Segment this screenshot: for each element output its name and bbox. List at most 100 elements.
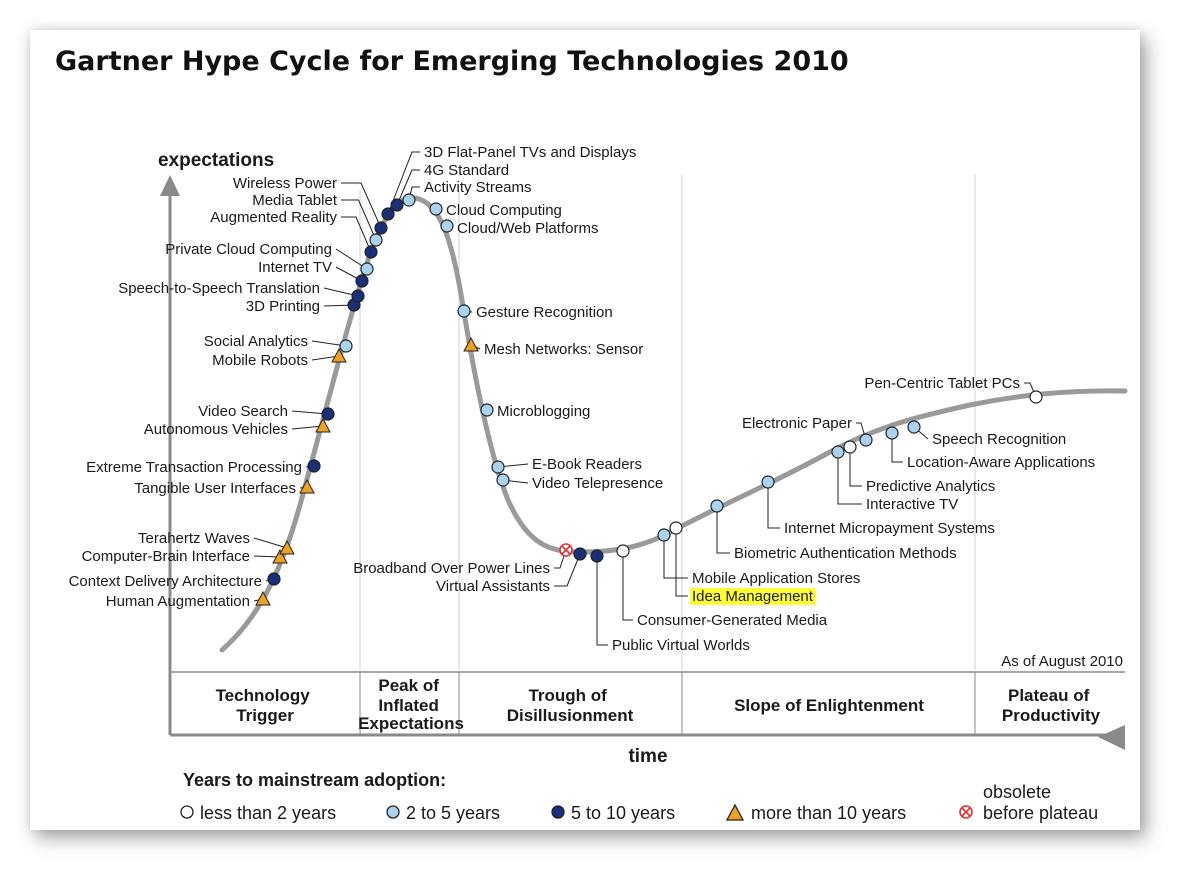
tech-4g-standard: 4G Standard	[390, 162, 509, 212]
legend-title: Years to mainstream adoption:	[183, 770, 446, 790]
marker-5to10	[351, 289, 365, 303]
tech-electronic-paper: Electronic Paper	[742, 415, 873, 447]
marker-5to10	[355, 274, 369, 288]
leader-line	[291, 425, 324, 430]
tech-label: Pen-Centric Tablet PCs	[864, 375, 1020, 392]
tech-gesture-recognition: Gesture Recognition	[457, 304, 613, 321]
tech-e-book-readers: E-Book Readers	[491, 456, 642, 474]
marker-2to5	[429, 202, 443, 216]
marker-2to5	[440, 219, 454, 233]
tech-virtual-assistants: Virtual Assistants	[436, 547, 587, 595]
tech-label: Electronic Paper	[742, 415, 852, 432]
phase-technology-trigger: Technology Trigger	[216, 686, 315, 725]
hype-curve	[219, 195, 1128, 653]
marker-more-than-10-years	[272, 548, 288, 564]
tech-label: Private Cloud Computing	[165, 241, 332, 258]
tech-label: Augmented Reality	[210, 209, 337, 226]
tech-computer-brain-interface: Computer-Brain Interface	[82, 548, 288, 565]
leader-line	[341, 199, 377, 241]
marker-2to5	[859, 433, 873, 447]
tech-media-tablet: Media Tablet	[252, 192, 383, 247]
tech-label: Mesh Networks: Sensor	[484, 341, 643, 358]
tech-label: Broadband Over Power Lines	[353, 560, 550, 577]
tech-label: 4G Standard	[424, 162, 509, 179]
marker-more-than-10-years	[315, 417, 331, 433]
phase-peak-of-inflated-expectations: Peak of Inflated Expectations	[358, 676, 464, 733]
tech-label: Tangible User Interfaces	[134, 480, 296, 497]
marker-5to10	[267, 572, 281, 586]
leader-line	[341, 216, 372, 253]
tech-label: Internet Micropayment Systems	[784, 520, 995, 537]
tech-label: Internet TV	[258, 259, 332, 276]
marker-2to5	[496, 473, 510, 487]
tech-mobile-robots: Mobile Robots	[212, 347, 347, 369]
marker-5to10	[374, 221, 388, 235]
tech-speech-to-speech-translation: Speech-to-Speech Translation	[118, 280, 365, 303]
leader-line	[675, 528, 688, 597]
tech-label: Human Augmentation	[106, 593, 250, 610]
as-of-date: As of August 2010	[1001, 653, 1123, 670]
marker-2to5	[369, 233, 383, 247]
marker-lt2	[669, 521, 683, 535]
marker-2to5	[761, 475, 775, 489]
tech-label: Computer-Brain Interface	[82, 548, 250, 565]
legend-marker-5to10	[551, 805, 565, 819]
marker-2to5	[710, 499, 724, 513]
marker-2to5	[360, 262, 374, 276]
tech-cloud-computing: Cloud Computing	[429, 202, 562, 219]
leader-line	[253, 555, 281, 558]
marker-2to5	[907, 420, 921, 434]
leader-line	[253, 537, 288, 549]
tech-autonomous-vehicles: Autonomous Vehicles	[144, 417, 331, 438]
leader-line	[387, 151, 420, 215]
highlight	[690, 588, 816, 605]
tech-public-virtual-worlds: Public Virtual Worlds	[590, 549, 750, 654]
tech-label: Microblogging	[497, 403, 590, 420]
tech-label: Context Delivery Architecture	[69, 573, 262, 590]
legend-label-5to10: 5 to 10 years	[571, 803, 675, 823]
legend: less than 2 years 2 to 5 years 5 to 10 y…	[180, 782, 1098, 823]
tech-consumer-generated-media: Consumer-Generated Media	[616, 544, 828, 629]
marker-more-than-10-years	[463, 336, 479, 352]
tech-label: Video Telepresence	[532, 475, 663, 492]
marker-more-than-10-years	[331, 347, 347, 363]
marker-5to10	[321, 407, 335, 421]
marker-2to5	[457, 304, 471, 318]
leader-line	[554, 553, 581, 587]
phase-trough-of-disillusionment: Trough of Disillusionment	[507, 686, 634, 725]
leader-line	[891, 433, 903, 463]
tech-label: Extreme Transaction Processing	[86, 459, 302, 476]
leader-line	[849, 447, 862, 487]
leader-line	[663, 535, 688, 579]
x-axis-label: time	[628, 746, 667, 767]
marker-more-than-10-years	[299, 478, 315, 494]
marker-more-than-10-years	[255, 590, 271, 606]
leader-line	[837, 452, 862, 505]
tech-label: Predictive Analytics	[866, 478, 995, 495]
tech-activity-streams: Activity Streams	[402, 179, 532, 207]
x-axis-arrow	[1098, 725, 1125, 750]
marker-5to10	[573, 547, 587, 561]
tech-label: Social Analytics	[204, 333, 308, 350]
tech-augmented-reality: Augmented Reality	[210, 209, 378, 259]
tech-label: Wireless Power	[233, 175, 337, 192]
tech-label: Consumer-Generated Media	[637, 612, 828, 629]
legend-marker-obs	[959, 805, 973, 819]
tech-microblogging: Microblogging	[480, 403, 590, 420]
tech-label: Speech-to-Speech Translation	[118, 280, 320, 297]
tech-biometric-authentication-methods: Biometric Authentication Methods	[710, 499, 957, 562]
legend-label-obs: obsolete before plateau	[983, 782, 1098, 823]
tech-label: Virtual Assistants	[436, 578, 550, 595]
tech-pen-centric-tablet-pcs: Pen-Centric Tablet PCs	[864, 375, 1043, 404]
tech-social-analytics: Social Analytics	[204, 333, 353, 353]
tech-terahertz-waves: Terahertz Waves	[138, 530, 295, 555]
tech-label: Speech Recognition	[932, 431, 1066, 448]
marker-obsolete	[559, 543, 573, 557]
tech-video-search: Video Search	[198, 403, 335, 421]
tech-interactive-tv: Interactive TV	[831, 445, 958, 513]
legend-label-lt2: less than 2 years	[200, 803, 336, 823]
tech-label: Activity Streams	[424, 179, 532, 196]
tech-broadband-over-power-lines: Broadband Over Power Lines	[353, 543, 573, 577]
tech-3d-printing: 3D Printing	[246, 298, 361, 315]
marker-more-than-10-years	[279, 539, 295, 555]
